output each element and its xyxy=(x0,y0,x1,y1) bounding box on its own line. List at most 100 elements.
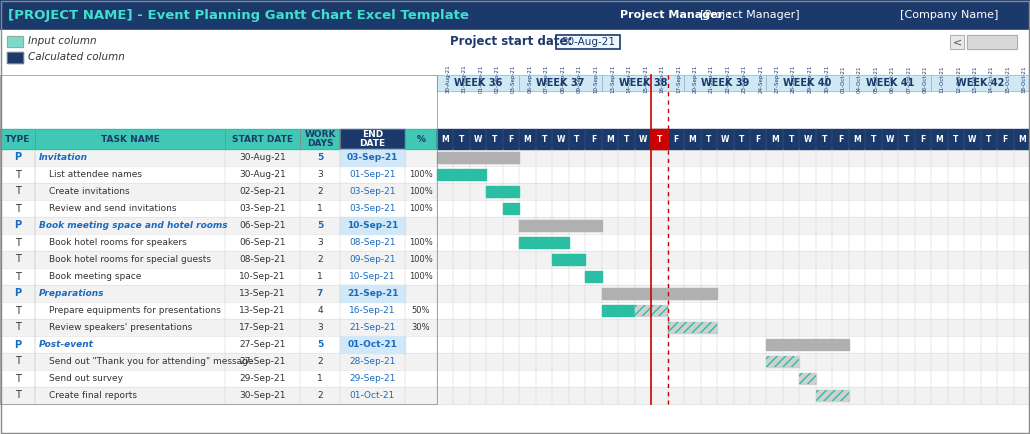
Text: T: T xyxy=(986,135,992,144)
Text: WEEK 37: WEEK 37 xyxy=(537,78,585,88)
Text: 06-Oct-21: 06-Oct-21 xyxy=(890,66,895,93)
Text: 28-Sep-21: 28-Sep-21 xyxy=(791,65,796,93)
Text: 13-Oct-21: 13-Oct-21 xyxy=(972,66,977,93)
Bar xyxy=(0,353,1030,370)
Text: List attendee names: List attendee names xyxy=(49,170,142,179)
Bar xyxy=(602,75,684,91)
Text: TASK NAME: TASK NAME xyxy=(101,135,160,144)
Text: T: T xyxy=(14,374,21,384)
Bar xyxy=(634,305,667,316)
Text: 13-Sep-21: 13-Sep-21 xyxy=(239,306,285,315)
Text: WEEK 41: WEEK 41 xyxy=(866,78,915,88)
Bar xyxy=(0,387,1030,404)
Text: W: W xyxy=(474,135,482,144)
Text: WEEK 39: WEEK 39 xyxy=(701,78,750,88)
Text: 01-Oct-21: 01-Oct-21 xyxy=(840,66,846,93)
Bar xyxy=(651,129,667,149)
Bar xyxy=(816,390,849,401)
Bar xyxy=(340,149,405,166)
Bar xyxy=(405,129,437,149)
Text: 06-Sep-21: 06-Sep-21 xyxy=(527,65,533,93)
Text: 100%: 100% xyxy=(409,170,433,179)
Text: T: T xyxy=(542,135,547,144)
Text: Send out survey: Send out survey xyxy=(49,374,123,383)
Text: 08-Sep-21: 08-Sep-21 xyxy=(239,255,285,264)
Text: 12-Oct-21: 12-Oct-21 xyxy=(956,66,961,93)
Bar xyxy=(300,129,340,149)
Text: 50%: 50% xyxy=(412,306,431,315)
Text: T: T xyxy=(14,322,21,332)
Text: 03-Sep-21: 03-Sep-21 xyxy=(349,204,396,213)
Text: F: F xyxy=(509,135,514,144)
Text: W: W xyxy=(639,135,647,144)
Bar xyxy=(0,30,1030,75)
Text: END
DATE: END DATE xyxy=(359,130,385,148)
Text: Review speakers' presentations: Review speakers' presentations xyxy=(49,323,193,332)
Bar xyxy=(340,217,405,234)
Text: 2: 2 xyxy=(317,391,322,400)
Text: Book hotel rooms for special guests: Book hotel rooms for special guests xyxy=(49,255,211,264)
Text: 03-Sep-21: 03-Sep-21 xyxy=(239,204,285,213)
Text: W: W xyxy=(803,135,812,144)
Text: T: T xyxy=(624,135,629,144)
Text: WORK
DAYS: WORK DAYS xyxy=(304,130,336,148)
Text: Book meeting space and hotel rooms: Book meeting space and hotel rooms xyxy=(39,221,228,230)
Text: 10-Sep-21: 10-Sep-21 xyxy=(593,65,598,93)
Text: 3: 3 xyxy=(317,170,322,179)
Bar xyxy=(340,129,405,149)
Text: 100%: 100% xyxy=(409,255,433,264)
Bar xyxy=(340,285,405,302)
Bar xyxy=(667,322,717,333)
Text: [PROJECT NAME] - Event Planning Gantt Chart Excel Template: [PROJECT NAME] - Event Planning Gantt Ch… xyxy=(8,9,469,22)
Text: 17-Sep-21: 17-Sep-21 xyxy=(676,65,681,93)
Text: 03-Sep-21: 03-Sep-21 xyxy=(349,187,396,196)
Text: 3: 3 xyxy=(317,323,322,332)
Text: 08-Sep-21: 08-Sep-21 xyxy=(560,65,565,93)
Text: M: M xyxy=(523,135,531,144)
Bar xyxy=(0,251,1030,268)
Text: 30-Sep-21: 30-Sep-21 xyxy=(824,65,829,93)
Text: T: T xyxy=(14,391,21,401)
Bar xyxy=(849,75,931,91)
Bar xyxy=(766,356,799,367)
Text: T: T xyxy=(14,187,21,197)
Bar xyxy=(519,220,602,231)
Text: TYPE: TYPE xyxy=(5,135,30,144)
Text: F: F xyxy=(838,135,844,144)
Text: F: F xyxy=(921,135,926,144)
Bar xyxy=(602,305,634,316)
Bar xyxy=(0,234,1030,251)
Text: 21-Sep-21: 21-Sep-21 xyxy=(709,65,714,93)
Text: 3: 3 xyxy=(317,238,322,247)
Text: 06-Sep-21: 06-Sep-21 xyxy=(239,221,285,230)
Bar xyxy=(931,75,1030,91)
Text: P: P xyxy=(14,339,21,349)
Bar xyxy=(585,271,602,282)
Text: F: F xyxy=(591,135,596,144)
Text: [Company Name]: [Company Name] xyxy=(900,10,998,20)
Text: T: T xyxy=(707,135,712,144)
Bar xyxy=(766,75,849,91)
Bar xyxy=(405,129,437,149)
Text: 23-Sep-21: 23-Sep-21 xyxy=(742,65,747,93)
Text: 27-Sep-21: 27-Sep-21 xyxy=(775,65,780,93)
Text: 14-Oct-21: 14-Oct-21 xyxy=(989,66,994,93)
Text: T: T xyxy=(14,254,21,264)
Text: 30%: 30% xyxy=(412,323,431,332)
Text: 06-Sep-21: 06-Sep-21 xyxy=(239,238,285,247)
Text: Post-event: Post-event xyxy=(39,340,94,349)
Text: T: T xyxy=(740,135,745,144)
Text: 01-Oct-21: 01-Oct-21 xyxy=(350,391,396,400)
Bar xyxy=(7,36,23,47)
Text: 10-Sep-21: 10-Sep-21 xyxy=(349,272,396,281)
Bar xyxy=(225,129,300,149)
Text: 08-Oct-21: 08-Oct-21 xyxy=(923,66,928,93)
Text: 07-Sep-21: 07-Sep-21 xyxy=(544,65,549,93)
Text: T: T xyxy=(14,306,21,316)
Bar xyxy=(602,75,684,91)
Text: 16-Sep-21: 16-Sep-21 xyxy=(349,306,396,315)
Bar xyxy=(849,75,931,91)
Text: Calculated column: Calculated column xyxy=(28,53,125,62)
Text: 13-Sep-21: 13-Sep-21 xyxy=(239,289,285,298)
Bar xyxy=(766,339,849,350)
